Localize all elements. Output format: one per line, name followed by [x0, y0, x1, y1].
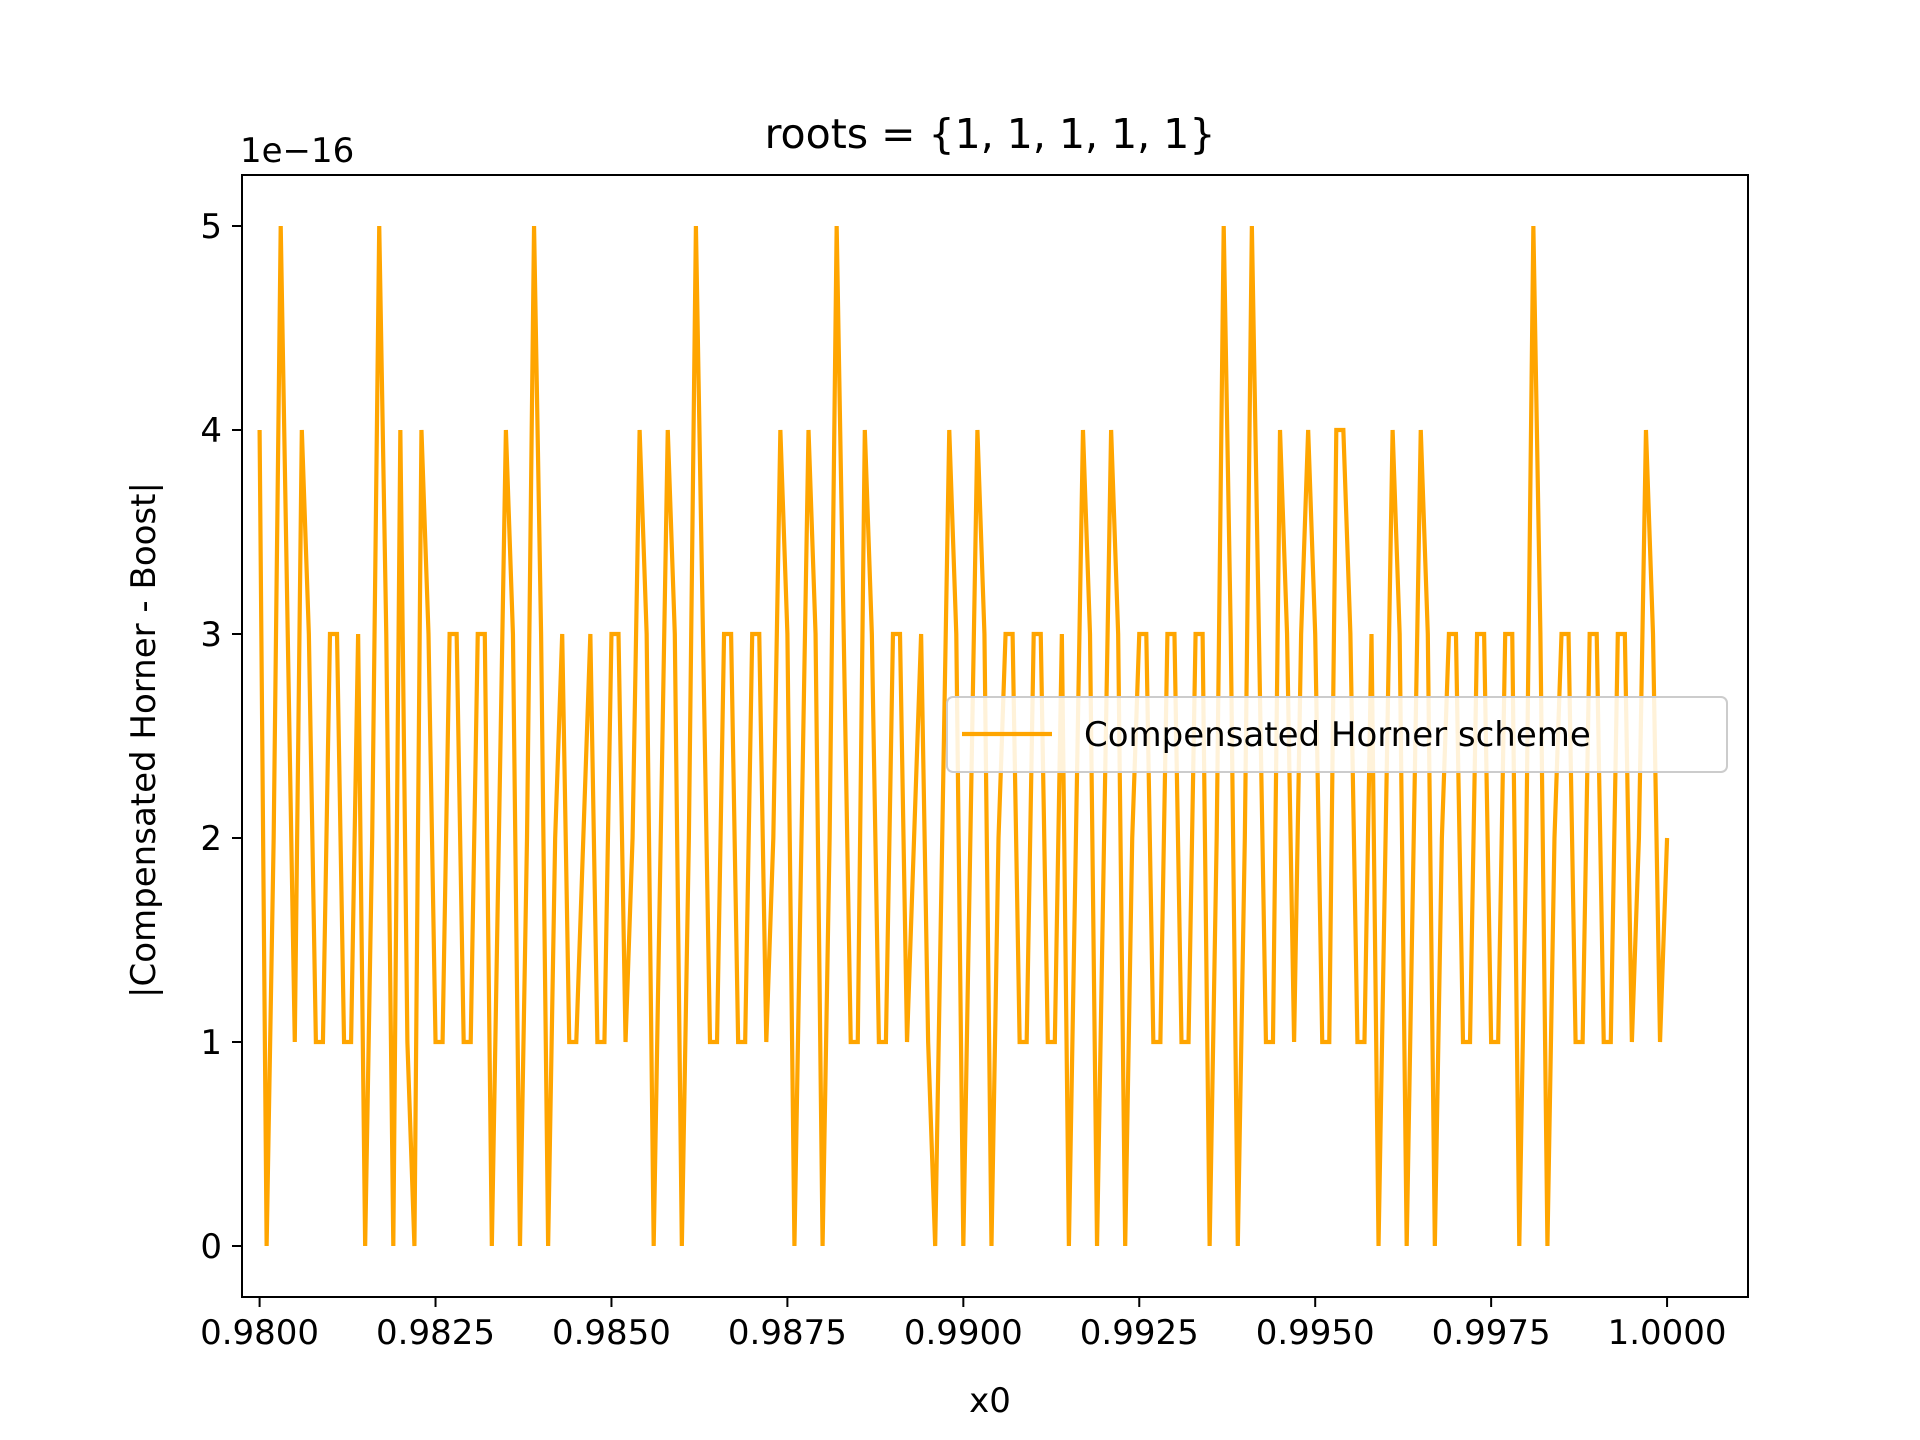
x-tick-label: 0.9850 — [552, 1313, 671, 1353]
legend-label: Compensated Horner scheme — [1084, 715, 1591, 755]
y-tick-label: 1 — [200, 1023, 222, 1063]
y-tick-label: 4 — [200, 411, 222, 451]
legend-box — [946, 696, 1728, 773]
x-tick-label: 0.9825 — [376, 1313, 495, 1353]
x-tick-label: 0.9800 — [200, 1313, 319, 1353]
x-axis-label: x0 — [969, 1381, 1011, 1421]
chart-title: roots = {1, 1, 1, 1, 1} — [765, 110, 1216, 158]
x-tick-label: 0.9925 — [1080, 1313, 1199, 1353]
y-tick-label: 5 — [200, 207, 222, 247]
plot-area: 0.9800 0.9825 0.9850 0.9875 0.9900 0.9925 0.99… — [200, 174, 1749, 1353]
legend: Compensated Horner scheme — [946, 696, 1728, 773]
axes-frame — [241, 174, 1749, 1298]
x-tick-label: 0.9900 — [904, 1313, 1023, 1353]
y-tick-label: 2 — [200, 819, 222, 859]
x-tick-label: 0.9875 — [728, 1313, 847, 1353]
x-tick-label: 0.9975 — [1432, 1313, 1551, 1353]
y-tick-label: 0 — [200, 1227, 222, 1267]
x-tick-label: 1.0000 — [1608, 1313, 1727, 1353]
y-tick-label: 3 — [200, 615, 222, 655]
series-line-0 — [257, 225, 1670, 1247]
x-tick-label: 0.9950 — [1256, 1313, 1375, 1353]
y-axis-label: |Compensated Horner - Boost| — [124, 482, 164, 998]
y-axis-offset-text: 1e−16 — [240, 131, 354, 171]
